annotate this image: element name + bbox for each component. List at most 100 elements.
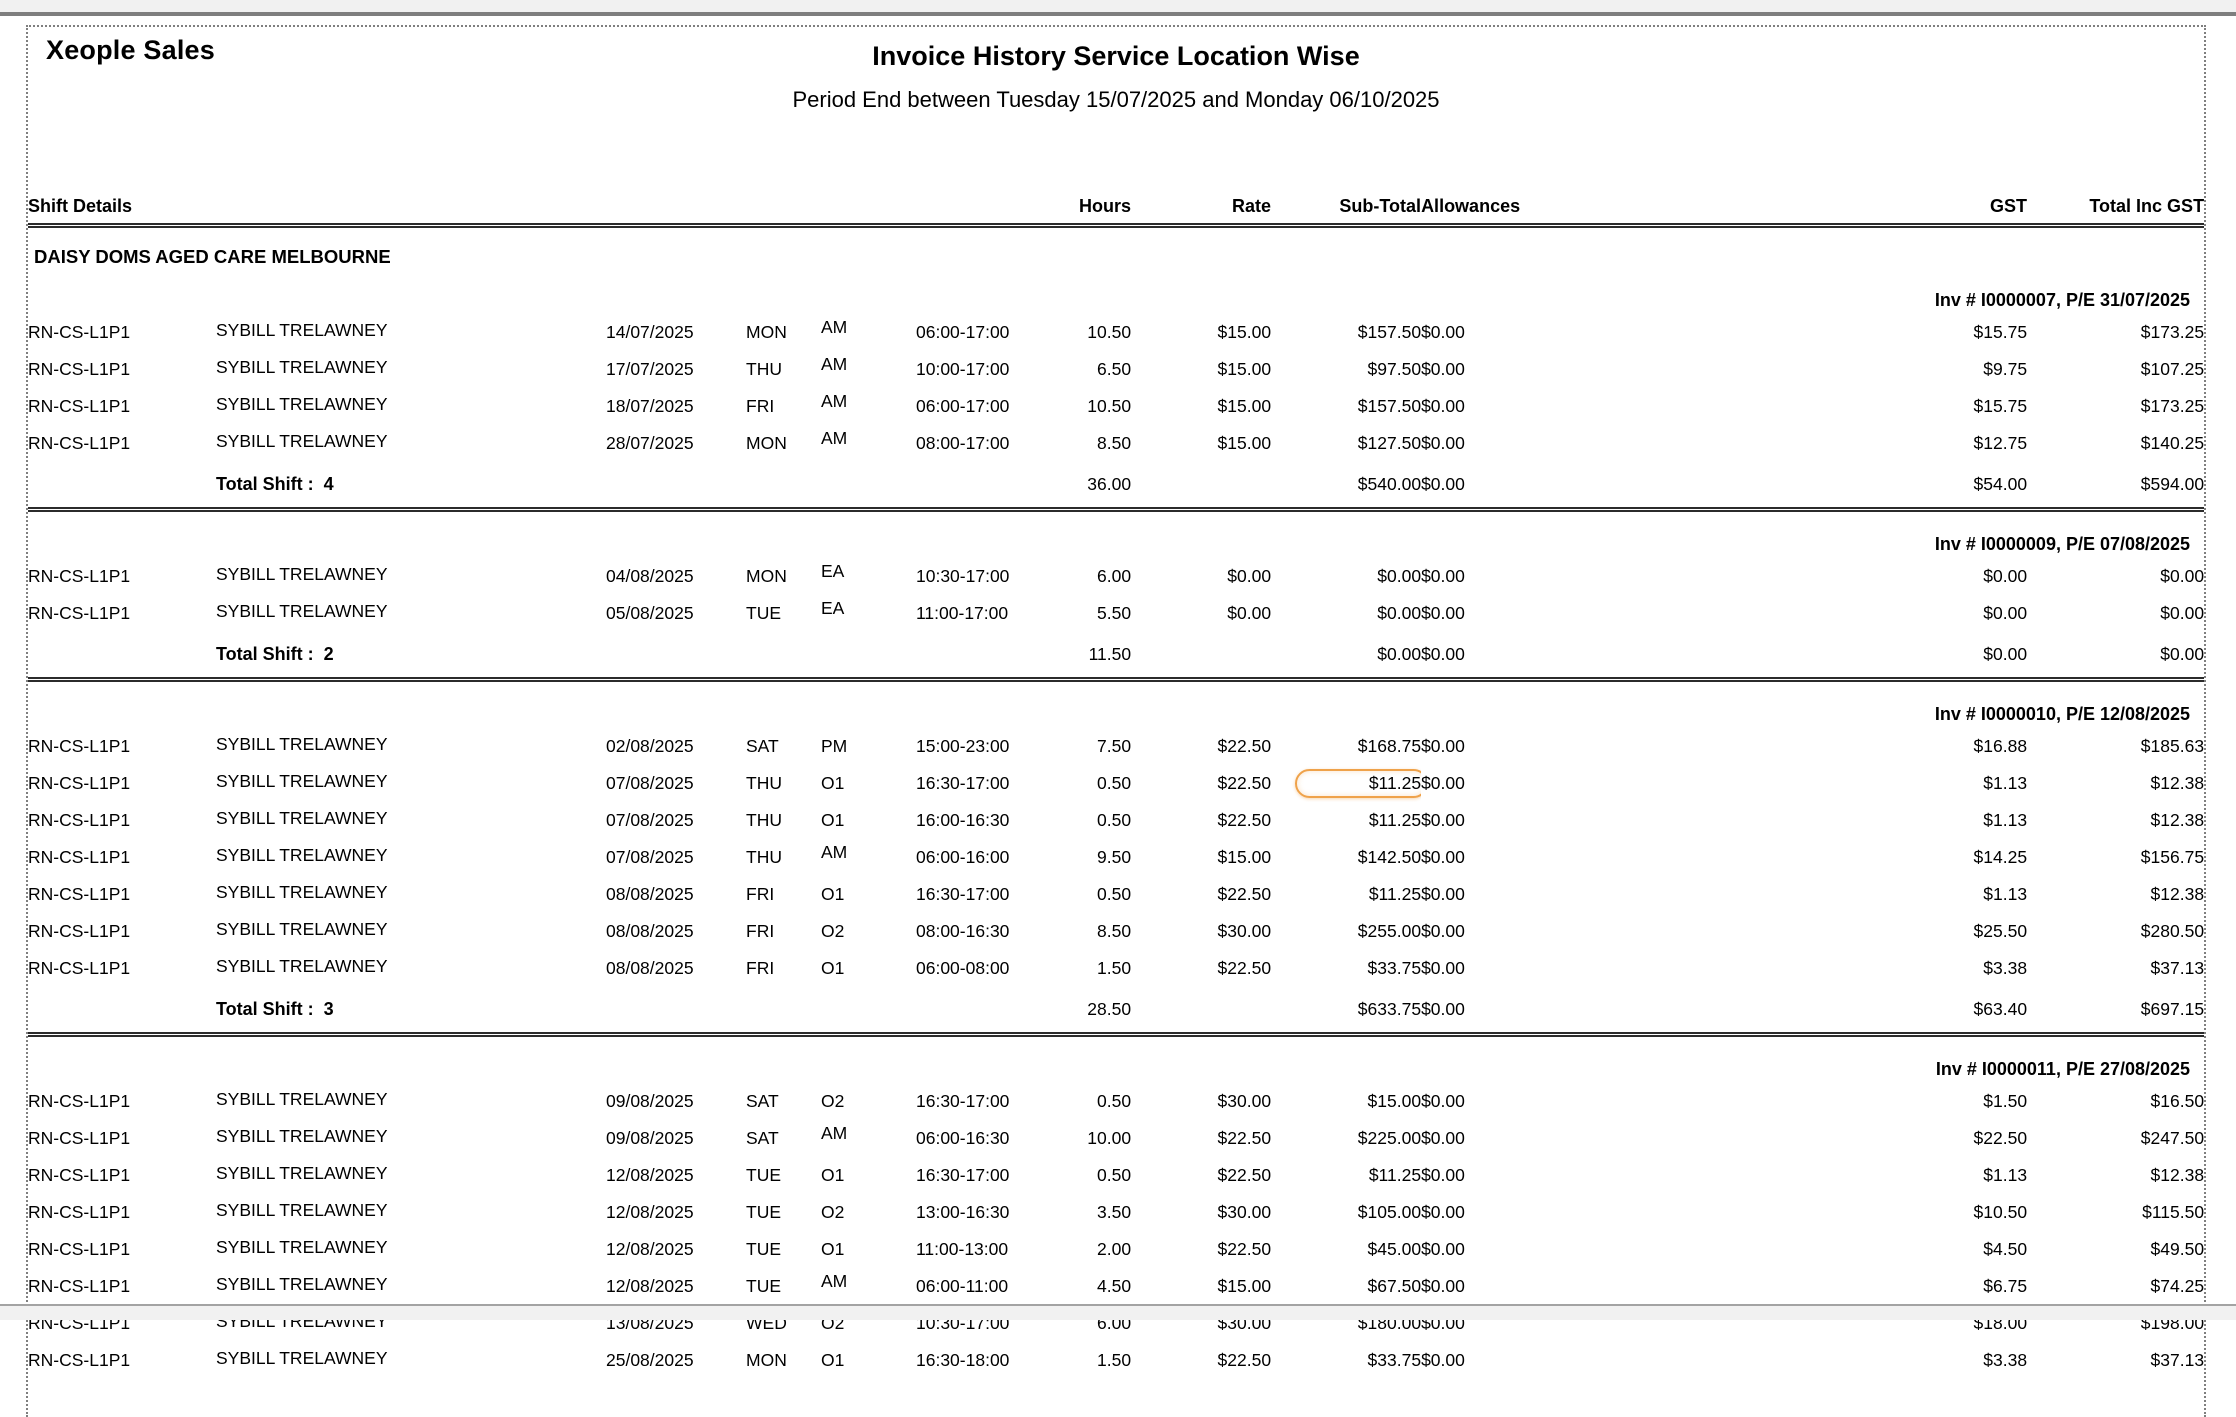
cell-sub-total: $157.50 [1357, 395, 1422, 416]
shift-row: RN-CS-L1P1 SYBILL TRELAWNEY 25/08/2025 M… [28, 1342, 2204, 1379]
col-header-allowances: Allowances [1421, 196, 1521, 216]
total-sub-total: $633.75 [1357, 998, 1422, 1019]
total-shift-label: Total Shift : 2 [216, 644, 334, 665]
cell-gst: $1.13 [1983, 1164, 2028, 1185]
cell-hours: 0.50 [1097, 809, 1132, 830]
group-separator-line [28, 507, 2205, 521]
cell-allowances: $0.00 [1421, 358, 1465, 379]
cell-gst: $0.00 [1983, 565, 2028, 586]
cell-employee-name: SYBILL TRELAWNEY [216, 600, 388, 621]
total-shift-label: Total Shift : 3 [216, 999, 334, 1020]
cell-role-code: RN-CS-L1P1 [28, 1238, 131, 1259]
cell-hours: 0.50 [1097, 1090, 1132, 1111]
invoice-history-table: Shift Details Hours Rate Sub-Total Allow… [28, 181, 2205, 1379]
cell-role-code: RN-CS-L1P1 [28, 735, 131, 756]
cell-rate: $15.00 [1217, 432, 1272, 453]
invoice-label: Inv # I0000007, P/E 31/07/2025 [1934, 290, 2191, 310]
cell-shift-date: 09/08/2025 [606, 1090, 694, 1111]
cell-total-inc-gst: $12.38 [2150, 772, 2205, 793]
cell-role-code: RN-CS-L1P1 [28, 321, 131, 342]
shift-row: RN-CS-L1P1 SYBILL TRELAWNEY 07/08/2025 T… [28, 839, 2204, 876]
cell-total-inc-gst: $115.50 [2142, 1201, 2205, 1222]
cell-shift-type: O2 [821, 1201, 845, 1222]
total-sub-total: $0.00 [1377, 643, 1422, 664]
cell-time-range: 08:00-17:00 [916, 432, 1010, 453]
cell-hours: 4.50 [1097, 1275, 1132, 1296]
cell-total-inc-gst: $173.25 [2140, 395, 2205, 416]
cell-rate: $22.50 [1217, 735, 1272, 756]
cell-allowances: $0.00 [1421, 321, 1465, 342]
cell-allowances: $0.00 [1421, 395, 1465, 416]
cell-time-range: 06:00-08:00 [916, 957, 1010, 978]
cell-time-range: 06:00-17:00 [916, 395, 1010, 416]
cell-sub-total: $225.00 [1357, 1127, 1422, 1148]
shift-row: RN-CS-L1P1 SYBILL TRELAWNEY 07/08/2025 T… [28, 765, 2204, 802]
cell-time-range: 06:00-16:30 [916, 1127, 1010, 1148]
cell-sub-total: $45.00 [1367, 1238, 1422, 1259]
cell-role-code: RN-CS-L1P1 [28, 846, 131, 867]
total-inc-gst: $697.15 [2140, 998, 2205, 1019]
cell-time-range: 10:00-17:00 [916, 358, 1010, 379]
cell-shift-type: AM [821, 1122, 848, 1143]
shift-row: RN-CS-L1P1 SYBILL TRELAWNEY 09/08/2025 S… [28, 1083, 2204, 1120]
cell-time-range: 06:00-16:00 [916, 846, 1010, 867]
cell-rate: $15.00 [1217, 321, 1272, 342]
cell-gst: $14.25 [1973, 846, 2028, 867]
cell-shift-type: AM [821, 353, 848, 374]
cell-allowances: $0.00 [1421, 1275, 1465, 1296]
cell-sub-total: $11.25 [1271, 765, 1422, 802]
cell-time-range: 16:30-17:00 [916, 883, 1010, 904]
cell-employee-name: SYBILL TRELAWNEY [216, 733, 388, 754]
invoice-group: Inv # I0000011, P/E 27/08/2025 RN-CS-L1P… [28, 1046, 2204, 1379]
cell-employee-name: SYBILL TRELAWNEY [216, 1273, 388, 1294]
highlighted-sub-total-cell[interactable]: $11.25 [1294, 768, 1422, 799]
cell-time-range: 11:00-13:00 [916, 1238, 1009, 1259]
cell-time-range: 06:00-11:00 [916, 1275, 1009, 1296]
cell-gst: $1.13 [1983, 772, 2028, 793]
shift-row: RN-CS-L1P1 SYBILL TRELAWNEY 08/08/2025 F… [28, 913, 2204, 950]
cell-total-inc-gst: $173.25 [2140, 321, 2205, 342]
cell-time-range: 08:00-16:30 [916, 920, 1010, 941]
cell-employee-name: SYBILL TRELAWNEY [216, 430, 388, 451]
cell-shift-type: AM [821, 1270, 848, 1291]
cell-gst: $15.75 [1973, 395, 2028, 416]
cell-total-inc-gst: $12.38 [2150, 883, 2205, 904]
cell-hours: 8.50 [1097, 432, 1132, 453]
total-allowances: $0.00 [1421, 998, 1465, 1019]
cell-allowances: $0.00 [1421, 735, 1465, 756]
cell-allowances: $0.00 [1421, 1349, 1465, 1370]
cell-rate: $22.50 [1217, 957, 1272, 978]
shift-row: RN-CS-L1P1 SYBILL TRELAWNEY 12/08/2025 T… [28, 1157, 2204, 1194]
cell-shift-date: 12/08/2025 [606, 1164, 694, 1185]
cell-day-of-week: SAT [746, 735, 779, 756]
cell-sub-total: $142.50 [1357, 846, 1422, 867]
cell-day-of-week: THU [746, 809, 782, 830]
cell-gst: $1.50 [1983, 1090, 2028, 1111]
cell-sub-total: $168.75 [1357, 735, 1422, 756]
cell-day-of-week: MON [746, 1349, 787, 1370]
cell-employee-name: SYBILL TRELAWNEY [216, 844, 388, 865]
cell-sub-total: $127.50 [1357, 432, 1422, 453]
cell-shift-date: 04/08/2025 [606, 565, 694, 586]
cell-day-of-week: THU [746, 358, 782, 379]
cell-shift-type: O1 [821, 957, 845, 978]
cell-employee-name: SYBILL TRELAWNEY [216, 1199, 388, 1220]
cell-total-inc-gst: $107.25 [2140, 358, 2205, 379]
report-title: Invoice History Service Location Wise [872, 41, 1360, 71]
total-gst: $63.40 [1973, 998, 2028, 1019]
cell-employee-name: SYBILL TRELAWNEY [216, 881, 388, 902]
cell-time-range: 06:00-17:00 [916, 321, 1010, 342]
total-allowances: $0.00 [1421, 473, 1465, 494]
service-location-row: DAISY DOMS AGED CARE MELBOURNE [28, 237, 2204, 277]
cell-allowances: $0.00 [1421, 1164, 1465, 1185]
cell-time-range: 16:30-17:00 [916, 772, 1010, 793]
col-header-rate: Rate [1232, 196, 1272, 216]
group-separator-line [28, 677, 2205, 691]
cell-employee-name: SYBILL TRELAWNEY [216, 807, 388, 828]
cell-rate: $22.50 [1217, 883, 1272, 904]
cell-gst: $1.13 [1983, 809, 2028, 830]
cell-time-range: 11:00-17:00 [916, 602, 1009, 623]
total-sub-total: $540.00 [1357, 473, 1422, 494]
col-header-sub-total: Sub-Total [1339, 196, 1422, 216]
cell-gst: $4.50 [1983, 1238, 2028, 1259]
